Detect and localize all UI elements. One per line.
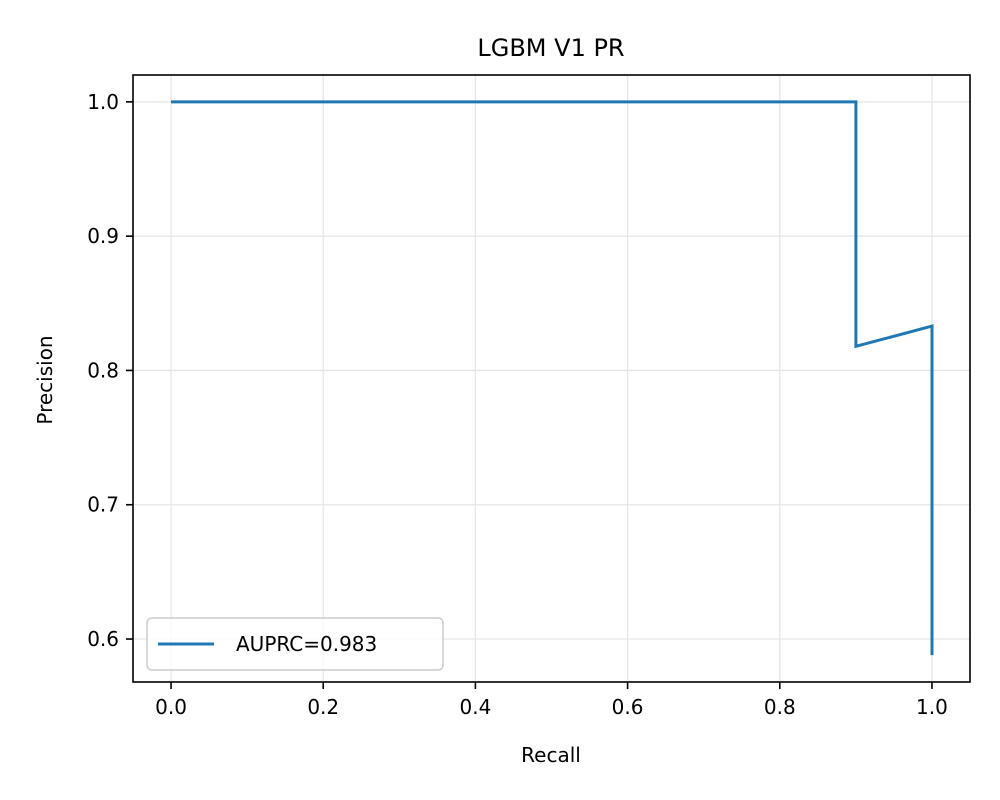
legend-label: AUPRC=0.983	[236, 632, 377, 656]
x-tick-label: 1.0	[916, 695, 948, 719]
y-tick-label: 0.6	[87, 627, 119, 651]
x-tick-label: 0.8	[764, 695, 796, 719]
chart-title: LGBM V1 PR	[477, 34, 624, 62]
x-tick-label: 0.2	[307, 695, 339, 719]
y-tick-label: 0.7	[87, 493, 119, 517]
x-axis-title: Recall	[521, 743, 581, 767]
series-layer	[171, 100, 934, 656]
y-tick-label: 0.9	[87, 224, 119, 248]
legend-box	[146, 617, 444, 671]
plot-frame	[132, 74, 971, 683]
y-axis-ticks: 0.6 0.7 0.8 0.9 1.0	[87, 90, 133, 651]
legend: AUPRC=0.983	[146, 617, 444, 671]
y-axis-title: Precision	[33, 335, 57, 424]
x-tick-label: 0.6	[612, 695, 644, 719]
pr-curve-line	[171, 100, 934, 656]
y-tick-label: 1.0	[87, 90, 119, 114]
y-tick-label: 0.8	[87, 358, 119, 382]
x-axis-ticks: 0.0 0.2 0.4 0.6 0.8 1.0	[155, 682, 948, 719]
x-tick-label: 0.0	[155, 695, 187, 719]
x-tick-label: 0.4	[460, 695, 492, 719]
